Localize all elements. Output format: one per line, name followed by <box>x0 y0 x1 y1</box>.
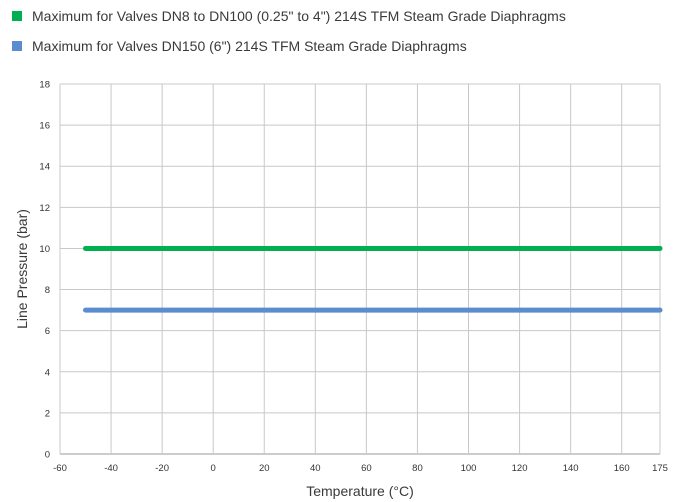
x-tick-label: 40 <box>310 463 321 474</box>
x-tick-label: 120 <box>512 463 528 474</box>
x-tick-label: 60 <box>361 463 372 474</box>
y-tick-label: 2 <box>45 408 50 419</box>
x-tick-label: -60 <box>53 463 67 474</box>
series-lines <box>83 245 663 313</box>
legend-label: Maximum for Valves DN150 (6") 214S TFM S… <box>32 38 467 54</box>
y-tick-label: 8 <box>45 285 50 296</box>
legend-item-dn150: Maximum for Valves DN150 (6") 214S TFM S… <box>12 34 566 58</box>
x-tick-label: -40 <box>104 463 118 474</box>
tick-labels: 0 2 4 6 8 10 12 14 16 18 -60 -40 -20 0 20 40 60 80 100 120 1… <box>39 80 668 475</box>
grid <box>59 83 661 455</box>
y-tick-label: 18 <box>39 80 50 91</box>
x-tick-label: 140 <box>563 463 579 474</box>
x-tick-label: 0 <box>211 463 216 474</box>
x-tick-label: 20 <box>259 463 270 474</box>
legend-swatch-blue <box>12 41 22 51</box>
legend-label: Maximum for Valves DN8 to DN100 (0.25" t… <box>32 8 566 24</box>
x-axis-title: Temperature (°C) <box>306 483 414 499</box>
y-tick-label: 14 <box>39 162 50 173</box>
y-tick-label: 0 <box>45 450 50 461</box>
y-tick-label: 4 <box>45 367 50 378</box>
y-axis-title: Line Pressure (bar) <box>14 209 30 329</box>
y-tick-label: 16 <box>39 121 50 132</box>
x-tick-label: 175 <box>652 463 668 474</box>
legend-item-dn8-dn100: Maximum for Valves DN8 to DN100 (0.25" t… <box>12 4 566 28</box>
y-tick-label: 6 <box>45 326 50 337</box>
x-tick-label: -20 <box>155 463 169 474</box>
y-tick-label: 12 <box>39 203 50 214</box>
legend-swatch-green <box>12 11 22 21</box>
y-tick-label: 10 <box>39 244 50 255</box>
x-tick-label: 160 <box>614 463 630 474</box>
legend: Maximum for Valves DN8 to DN100 (0.25" t… <box>12 4 566 64</box>
x-tick-label: 80 <box>412 463 423 474</box>
x-tick-label: 100 <box>461 463 477 474</box>
